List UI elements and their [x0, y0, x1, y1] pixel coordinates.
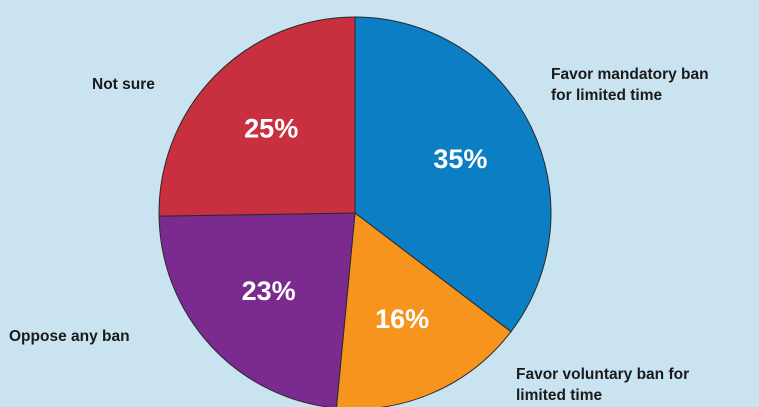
slice-label-line: Not sure	[92, 76, 155, 93]
pie-value-label-favor-voluntary-ban: 16%	[375, 304, 429, 334]
pie-slice-favor-mandatory-ban	[354, 16, 552, 333]
slice-label-not-sure: Not sure	[92, 74, 155, 95]
slice-label-line: for limited time	[551, 87, 663, 104]
slice-label-line: Oppose any ban	[9, 328, 130, 345]
slice-label-line: Favor voluntary ban for	[516, 366, 690, 383]
pie-slice-oppose-any-ban	[158, 212, 356, 407]
pie-value-labels: 35% 16% 23% 25%	[242, 114, 488, 334]
pie-value-label-favor-mandatory-ban: 35%	[433, 144, 487, 174]
pie-slice-favor-voluntary-ban	[335, 212, 512, 407]
slice-label-line: Favor mandatory ban	[551, 66, 709, 83]
pie-value-label-oppose-any-ban: 23%	[242, 276, 296, 306]
slice-label-line: limited time	[516, 387, 603, 404]
slice-label-oppose-any-ban: Oppose any ban	[9, 326, 130, 347]
pie-value-label-not-sure: 25%	[244, 114, 298, 144]
pie-slice-not-sure	[158, 16, 356, 217]
pie-slices	[158, 16, 552, 407]
slice-label-favor-mandatory-ban: Favor mandatory ban for limited time	[551, 64, 709, 106]
slice-label-favor-voluntary-ban: Favor voluntary ban for limited time	[516, 364, 689, 406]
